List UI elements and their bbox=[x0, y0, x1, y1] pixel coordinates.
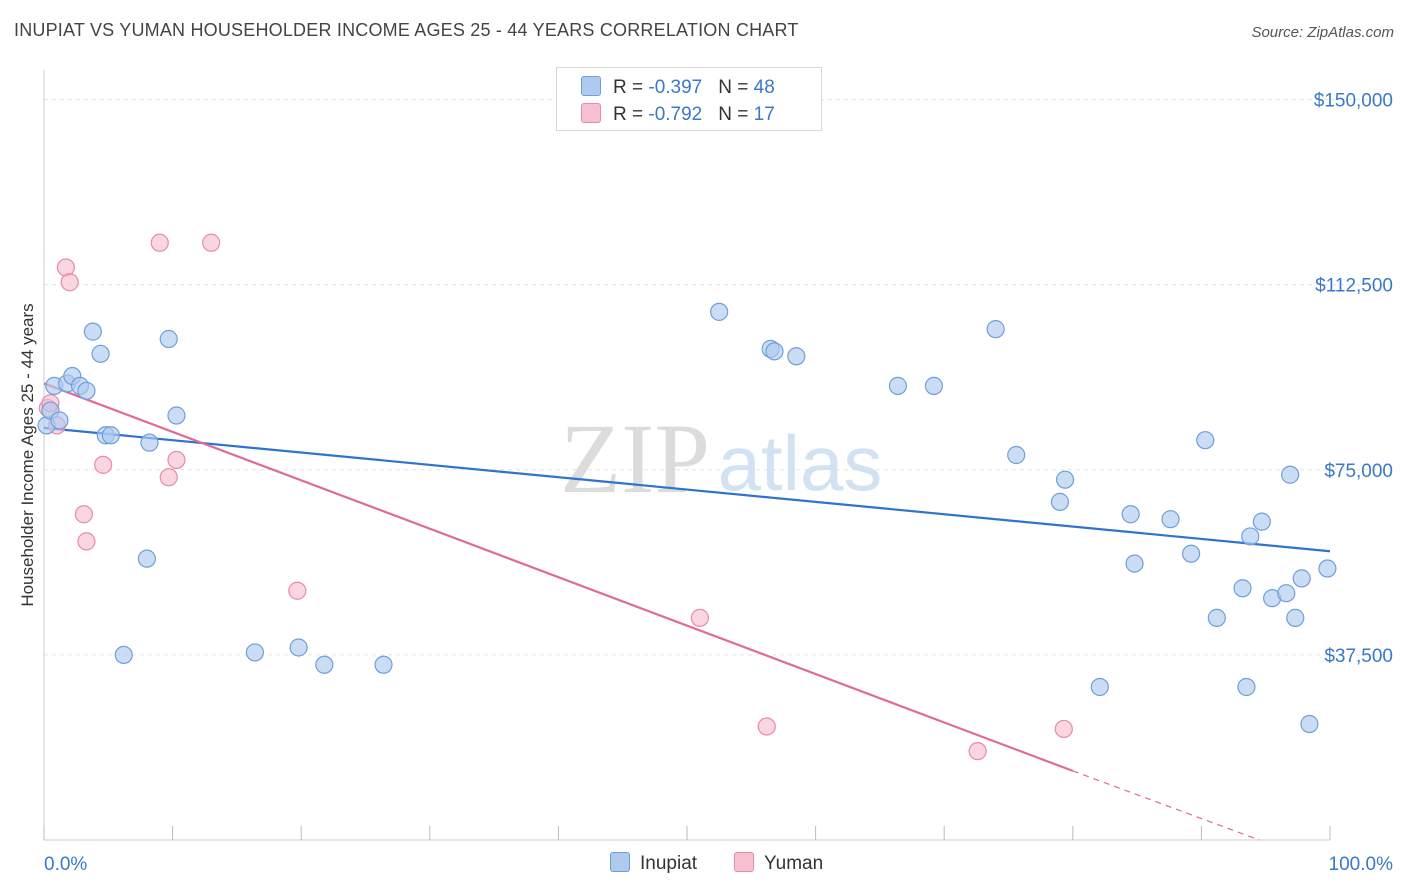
legend-r-value: -0.397 bbox=[648, 77, 703, 98]
data-point-inupiat bbox=[1207, 608, 1226, 627]
trend-line-yuman bbox=[43, 382, 1074, 772]
data-point-inupiat bbox=[50, 411, 69, 430]
data-point-inupiat bbox=[140, 433, 159, 452]
watermark-zip: ZIP bbox=[560, 403, 710, 514]
data-point-inupiat bbox=[1237, 677, 1256, 697]
data-point-yuman bbox=[1054, 719, 1073, 739]
data-point-inupiat bbox=[1055, 470, 1075, 489]
data-point-inupiat bbox=[1277, 584, 1296, 603]
legend-row-yuman: R = -0.792 N = 17 bbox=[581, 103, 775, 125]
data-point-inupiat bbox=[137, 549, 156, 568]
data-point-inupiat bbox=[1233, 579, 1252, 598]
data-point-inupiat bbox=[1182, 544, 1201, 563]
data-point-inupiat bbox=[1292, 569, 1311, 588]
data-point-inupiat bbox=[888, 376, 908, 395]
data-point-inupiat bbox=[245, 643, 265, 662]
data-point-inupiat bbox=[1286, 608, 1305, 627]
data-point-yuman bbox=[150, 233, 169, 252]
trend-line-yuman-extension bbox=[1072, 770, 1260, 841]
data-point-inupiat bbox=[114, 645, 133, 665]
data-point-inupiat bbox=[1121, 505, 1140, 524]
data-point-yuman bbox=[74, 505, 93, 524]
legend-swatch-inupiat bbox=[581, 76, 601, 96]
legend-r-label: R = bbox=[613, 77, 649, 98]
y-tick-label: $37,500 bbox=[1324, 646, 1393, 667]
data-point-yuman bbox=[60, 273, 79, 292]
data-point-inupiat bbox=[167, 406, 186, 425]
trend-lines bbox=[43, 382, 1331, 841]
legend-label-inupiat: Inupiat bbox=[640, 853, 698, 874]
data-point-inupiat bbox=[765, 342, 784, 361]
data-point-inupiat bbox=[1241, 527, 1260, 546]
data-point-inupiat bbox=[101, 426, 120, 445]
legend-swatch-yuman bbox=[734, 852, 754, 872]
chart-title: INUPIAT VS YUMAN HOUSEHOLDER INCOME AGES… bbox=[14, 20, 799, 40]
data-point-inupiat bbox=[1196, 431, 1215, 450]
y-tick-label: $75,000 bbox=[1324, 461, 1393, 482]
data-point-yuman bbox=[77, 532, 96, 551]
data-point-inupiat bbox=[374, 655, 393, 674]
data-point-inupiat bbox=[91, 344, 110, 363]
legend-r-label: R = bbox=[613, 104, 649, 125]
x-tick-label-max: 100.0% bbox=[1329, 854, 1394, 875]
legend-n-value: 17 bbox=[753, 104, 775, 125]
data-point-inupiat bbox=[315, 655, 334, 674]
correlation-legend: R = -0.397 N = 48 R = -0.792 N = 17 bbox=[556, 67, 822, 131]
axes bbox=[43, 70, 1331, 841]
data-points bbox=[37, 233, 1337, 761]
y-tick-label: $112,500 bbox=[1315, 276, 1393, 297]
data-point-inupiat bbox=[924, 376, 944, 395]
data-point-yuman bbox=[167, 450, 186, 470]
legend-item-yuman: Yuman bbox=[734, 852, 823, 875]
data-point-yuman bbox=[159, 468, 178, 487]
data-point-inupiat bbox=[1050, 492, 1070, 511]
data-point-inupiat bbox=[77, 381, 96, 400]
legend-n-label: N = bbox=[718, 77, 754, 98]
grid-lines bbox=[44, 99, 1394, 656]
data-point-inupiat bbox=[986, 320, 1005, 339]
data-point-yuman bbox=[757, 717, 776, 736]
series-legend: Inupiat Yuman bbox=[0, 852, 1406, 876]
legend-n-value: 48 bbox=[753, 77, 775, 98]
data-point-inupiat bbox=[787, 347, 806, 366]
data-point-yuman bbox=[968, 742, 987, 761]
data-point-inupiat bbox=[1318, 559, 1337, 578]
legend-swatch-yuman bbox=[581, 103, 601, 123]
data-point-yuman bbox=[202, 233, 221, 252]
trend-line-inupiat bbox=[43, 426, 1331, 553]
data-point-inupiat bbox=[1007, 445, 1026, 465]
x-tick-label-min: 0.0% bbox=[44, 854, 87, 875]
legend-r-value: -0.792 bbox=[648, 104, 703, 125]
data-point-inupiat bbox=[83, 322, 102, 341]
data-point-inupiat bbox=[710, 302, 729, 321]
data-point-inupiat bbox=[1300, 714, 1319, 734]
tick-labels: $37,500 $75,000 $112,500 $150,000 0.0% 100.0% bbox=[44, 91, 1393, 875]
legend-n-label: N = bbox=[718, 104, 754, 125]
data-point-yuman bbox=[288, 581, 307, 600]
legend-swatch-inupiat bbox=[610, 852, 630, 872]
data-point-inupiat bbox=[1252, 512, 1271, 531]
data-point-inupiat bbox=[1090, 677, 1109, 697]
chart-source: Source: ZipAtlas.com bbox=[1251, 24, 1394, 41]
y-tick-label: $150,000 bbox=[1314, 91, 1393, 112]
data-point-inupiat bbox=[1161, 510, 1180, 529]
data-point-yuman bbox=[56, 258, 75, 277]
data-point-yuman bbox=[690, 608, 709, 627]
legend-item-inupiat: Inupiat bbox=[610, 852, 697, 875]
data-point-inupiat bbox=[1281, 465, 1300, 484]
data-point-yuman bbox=[94, 455, 113, 474]
legend-label-yuman: Yuman bbox=[764, 853, 824, 874]
legend-row-inupiat: R = -0.397 N = 48 bbox=[581, 76, 775, 98]
data-point-inupiat bbox=[1125, 554, 1144, 573]
watermark: ZIP atlas bbox=[560, 403, 882, 514]
data-point-inupiat bbox=[159, 329, 178, 349]
data-point-inupiat bbox=[289, 638, 308, 657]
watermark-atlas: atlas bbox=[718, 419, 883, 507]
